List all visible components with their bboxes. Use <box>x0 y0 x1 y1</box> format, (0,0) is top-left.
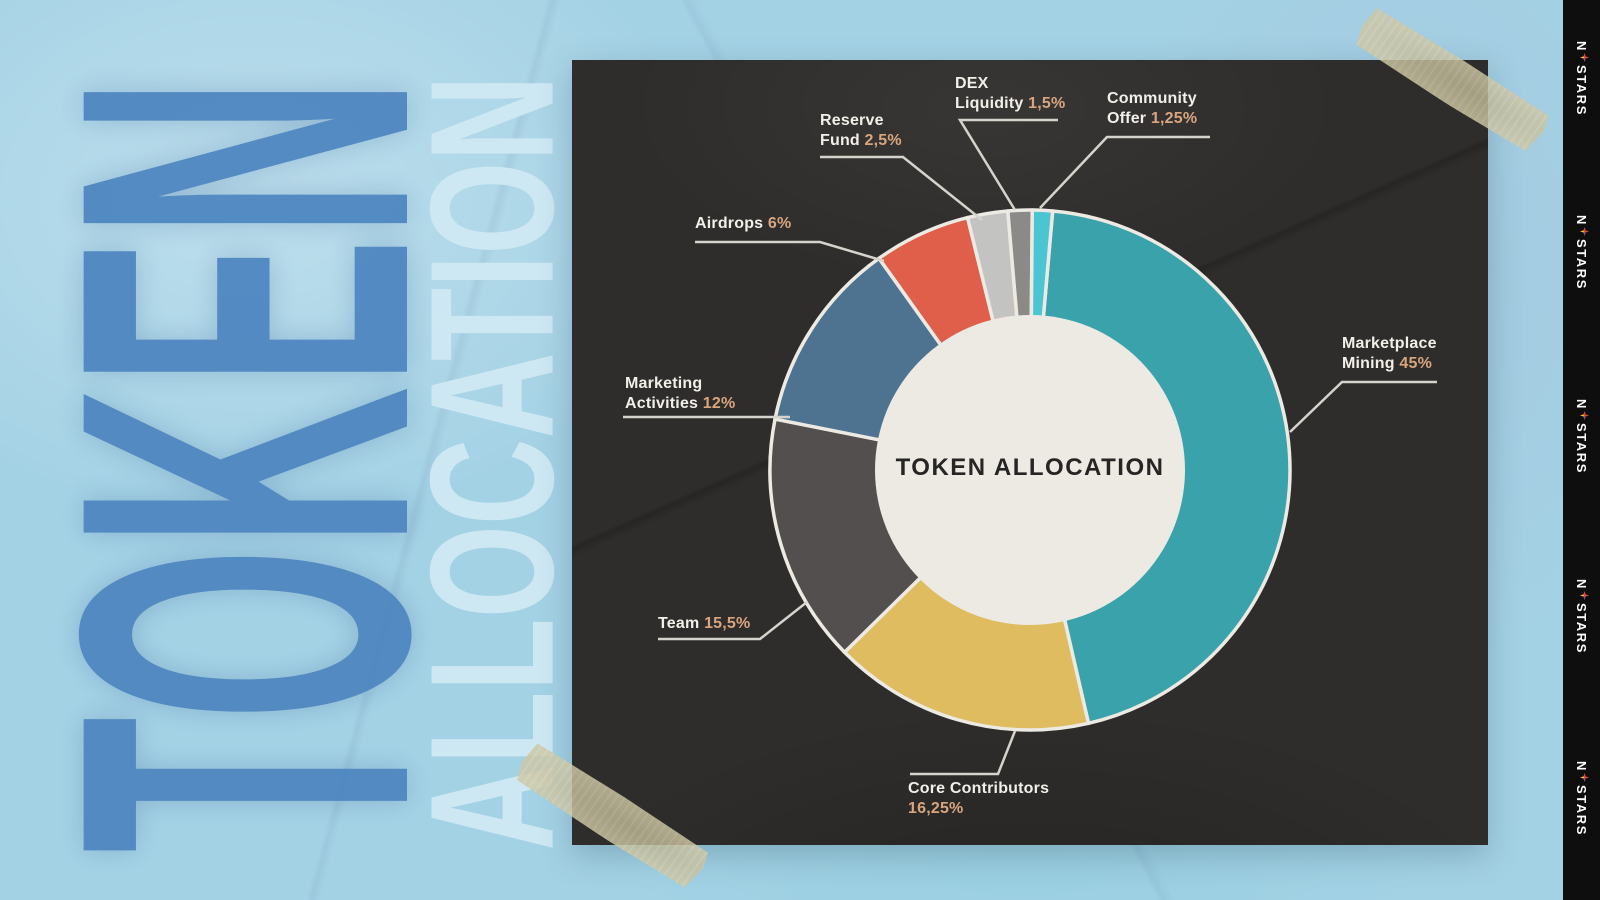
slice-label-text: Airdrops <box>695 215 768 232</box>
brand-prefix: N <box>1574 760 1590 772</box>
leader-line-core-contributors <box>910 730 1017 776</box>
slice-label-text: Marketplace Mining <box>1342 335 1437 372</box>
brand-suffix: STARS <box>1574 238 1590 290</box>
slice-percent: 2,5% <box>864 131 902 149</box>
brand-suffix: STARS <box>1574 422 1590 474</box>
star-icon <box>1580 52 1590 62</box>
slice-percent: 12% <box>702 394 736 412</box>
leader-line-dex-liquidity <box>957 118 1058 211</box>
slice-percent: 16,25% <box>908 799 964 817</box>
leader-line-team <box>658 601 808 641</box>
slice-label-reserve-fund: Reserve Fund 2,5% <box>820 111 902 150</box>
slice-label-marketplace-mining: Marketplace Mining 45% <box>1342 334 1437 373</box>
slice-label-team: Team 15,5% <box>658 614 750 634</box>
chart-title: TOKEN ALLOCATION <box>895 454 1165 481</box>
slice-label-text: Core Contributors <box>908 780 1050 797</box>
leader-line-airdrops <box>695 240 885 263</box>
star-icon <box>1580 226 1590 236</box>
slice-label-text: Community Offer <box>1107 90 1197 127</box>
brand-logo: N STARS <box>1563 758 1600 838</box>
slice-label-text: Team <box>658 615 705 632</box>
brand-logo: N STARS <box>1563 212 1600 292</box>
brand-suffix: STARS <box>1574 64 1590 116</box>
brand-suffix: STARS <box>1574 602 1590 654</box>
leader-line-marketplace-mining <box>1289 380 1437 433</box>
donut-chart <box>623 118 1437 776</box>
slice-label-text: Marketing Activities <box>625 375 703 412</box>
donut-hole <box>875 315 1185 625</box>
brand-prefix: N <box>1574 40 1590 52</box>
leader-line-reserve-fund <box>820 155 983 221</box>
slice-label-core-contributors: Core Contributors 16,25% <box>908 779 1049 818</box>
brand-prefix: N <box>1574 578 1590 590</box>
banner-word-allocation: ALLOCATION <box>394 75 591 851</box>
slice-label-community-offer: Community Offer 1,25% <box>1107 89 1197 128</box>
brand-logo: N STARS <box>1563 396 1600 476</box>
banner-word-token: TOKEN <box>0 77 507 853</box>
brand-suffix: STARS <box>1574 784 1590 836</box>
slice-percent: 1,5% <box>1028 94 1066 112</box>
slice-label-text: DEX Liquidity <box>955 75 1024 112</box>
chart-card: TOKEN ALLOCATION DEX Liquidity 1,5% Comm… <box>572 60 1488 845</box>
brand-strip: N STARS N STARS N STARS N STARS N STARS <box>1563 0 1600 900</box>
slice-label-marketing-activities: Marketing Activities 12% <box>625 374 735 413</box>
star-icon <box>1580 772 1590 782</box>
star-icon <box>1580 590 1590 600</box>
brand-prefix: N <box>1574 214 1590 226</box>
slice-label-text: Reserve Fund <box>820 112 884 149</box>
brand-logo: N STARS <box>1563 576 1600 656</box>
slice-percent: 15,5% <box>704 615 751 632</box>
slice-label-dex-liquidity: DEX Liquidity 1,5% <box>955 74 1065 113</box>
leader-line-community-offer <box>1039 135 1210 209</box>
slice-percent: 6% <box>767 215 792 232</box>
slice-percent: 45% <box>1399 354 1433 372</box>
brand-logo: N STARS <box>1563 38 1600 118</box>
star-icon <box>1580 410 1590 420</box>
slice-percent: 1,25% <box>1150 109 1198 127</box>
slice-label-airdrops: Airdrops 6% <box>695 214 791 234</box>
brand-prefix: N <box>1574 398 1590 410</box>
